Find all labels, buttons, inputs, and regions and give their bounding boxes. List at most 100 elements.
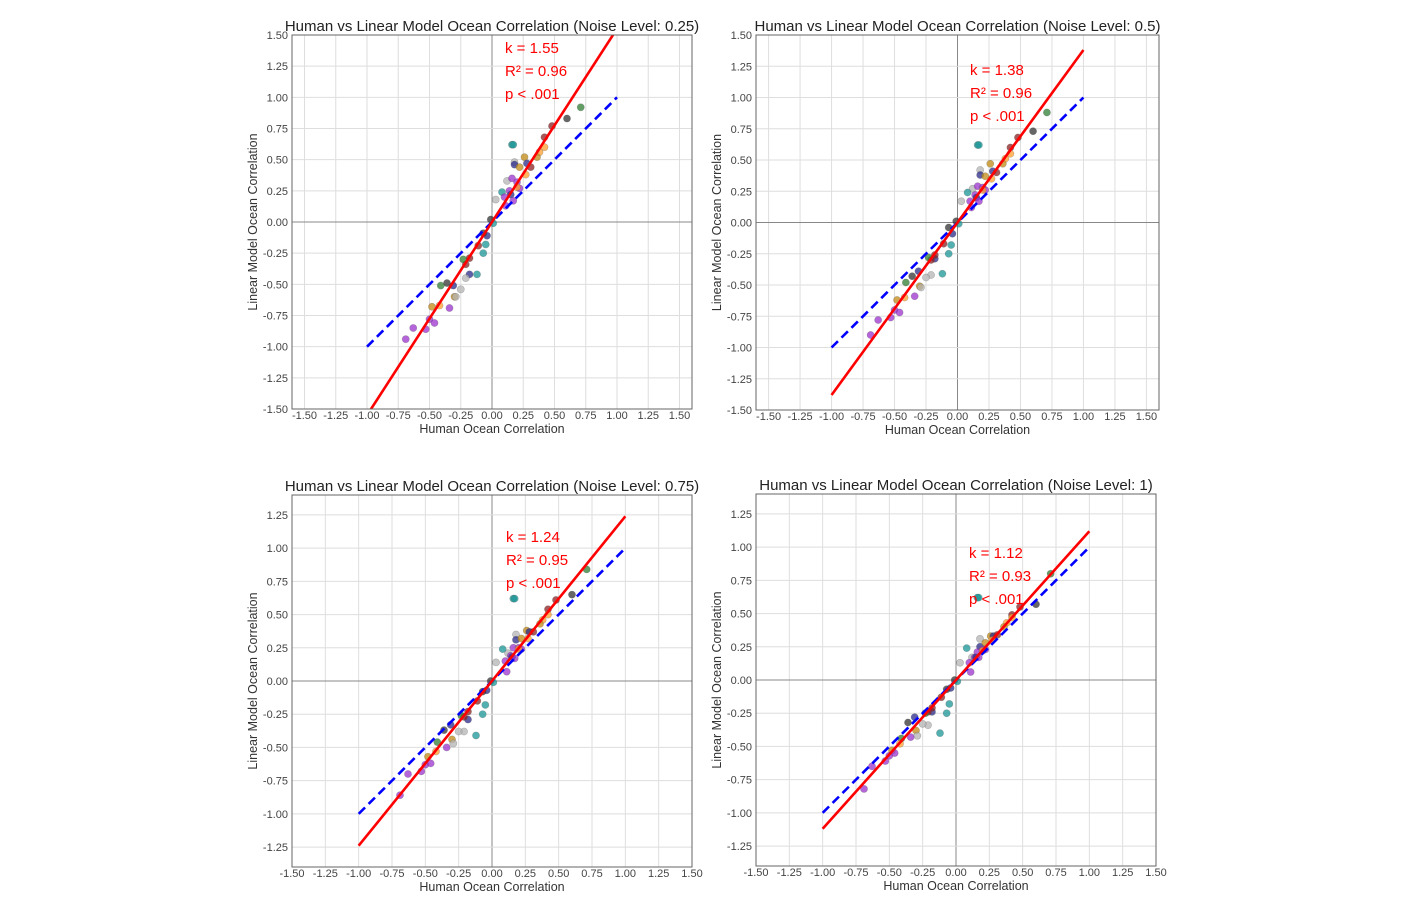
y-tick-label: 0.25 <box>731 186 752 198</box>
y-tick-label: 0.75 <box>731 124 752 136</box>
subplot-title: Human vs Linear Model Ocean Correlation … <box>285 18 699 35</box>
y-tick-label: 0.25 <box>267 643 288 655</box>
subplot-title: Human vs Linear Model Ocean Correlation … <box>759 477 1153 494</box>
x-tick-label: -0.25 <box>448 410 473 422</box>
data-point <box>443 279 451 287</box>
y-tick-label: 0.75 <box>267 124 288 136</box>
subplot-2: -1.50 -1.25 -1.00 -0.75 -0.50 -0.25 0.00 0.25 0.… <box>710 18 1161 437</box>
y-tick-label: 0.75 <box>267 576 288 588</box>
data-point <box>942 709 951 718</box>
y-tick-label: -1.00 <box>727 808 752 820</box>
y-tick-label: -1.50 <box>263 404 288 416</box>
data-point <box>860 785 868 793</box>
data-point <box>510 594 519 603</box>
x-tick-label: 0.75 <box>1041 411 1062 423</box>
subplot-title: Human vs Linear Model Ocean Correlation … <box>285 478 699 495</box>
x-tick-label: 0.50 <box>1012 867 1033 879</box>
y-tick-label: 1.50 <box>731 30 752 42</box>
x-tick-label: 0.75 <box>581 868 602 880</box>
subplot-3: -1.50 -1.25 -1.00 -0.75 -0.50 -0.25 0.00 0.25 0.… <box>246 478 703 894</box>
x-tick-label: -1.25 <box>788 411 813 423</box>
y-tick-label: 0.50 <box>731 609 752 621</box>
x-axis-label: Human Ocean Correlation <box>883 879 1028 893</box>
data-point <box>938 269 947 278</box>
x-tick-label: -1.00 <box>346 868 371 880</box>
data-point <box>456 285 465 294</box>
data-point <box>963 188 972 197</box>
data-point <box>481 701 490 709</box>
y-tick-label: 1.25 <box>731 509 752 521</box>
x-tick-label: -1.50 <box>292 410 317 422</box>
data-point <box>508 174 516 183</box>
stat-annotation: p < .001 <box>969 591 1024 608</box>
data-point <box>966 668 975 676</box>
data-point <box>976 634 984 643</box>
axes-frame <box>291 34 693 410</box>
fit-line <box>357 515 627 847</box>
x-tick-label: 1.25 <box>648 868 669 880</box>
data-point <box>913 731 922 740</box>
y-tick-label: 0.50 <box>267 610 288 622</box>
y-tick-label: 0.25 <box>267 186 288 198</box>
y-tick-label: -0.25 <box>727 708 752 720</box>
x-tick-label: 1.25 <box>1104 411 1125 423</box>
stat-annotation: k = 1.12 <box>969 545 1023 562</box>
y-tick-label: -0.25 <box>263 709 288 721</box>
x-tick-label: 0.25 <box>513 410 534 422</box>
x-axis-label: Human Ocean Correlation <box>419 880 564 894</box>
data-point <box>563 114 571 123</box>
data-point <box>1029 127 1037 136</box>
stat-annotation: R² = 0.96 <box>505 63 567 80</box>
y-tick-label: 1.50 <box>267 30 288 42</box>
data-point <box>442 743 451 752</box>
data-point <box>492 658 500 667</box>
y-tick-label: -0.50 <box>263 742 288 754</box>
data-point <box>945 700 954 708</box>
data-point <box>445 304 454 312</box>
x-tick-label: -1.00 <box>810 867 835 879</box>
x-tick-label: -0.25 <box>910 867 935 879</box>
data-point <box>428 302 436 311</box>
x-tick-label: -1.25 <box>313 868 338 880</box>
subplot-title: Human vs Linear Model Ocean Correlation … <box>754 18 1160 35</box>
y-tick-label: 0.50 <box>731 155 752 167</box>
x-tick-label: 0.50 <box>1010 411 1031 423</box>
identity-line <box>830 96 1085 349</box>
subplot-1: -1.50 -1.25 -1.00 -0.75 -0.50 -0.25 0.00 0.25 0.… <box>246 18 699 436</box>
data-point <box>479 249 488 258</box>
data-point <box>498 645 507 654</box>
x-tick-label: 0.00 <box>481 410 502 422</box>
stat-annotation: p < .001 <box>970 108 1025 125</box>
x-tick-label: -0.75 <box>379 868 404 880</box>
stat-annotation: p < .001 <box>505 86 560 103</box>
x-tick-label: 0.50 <box>548 868 569 880</box>
x-tick-label: 1.50 <box>1136 411 1157 423</box>
y-tick-label: -1.00 <box>263 809 288 821</box>
data-point <box>957 197 966 206</box>
y-tick-label: 0.25 <box>731 642 752 654</box>
y-tick-label: -0.50 <box>263 279 288 291</box>
x-tick-label: 1.50 <box>1145 867 1166 879</box>
x-tick-label: -0.75 <box>851 411 876 423</box>
data-point <box>473 270 481 279</box>
y-tick-label: 0.50 <box>267 155 288 167</box>
data-point <box>981 172 990 181</box>
data-point <box>449 739 458 748</box>
data-point <box>502 667 511 676</box>
y-tick-label: -1.25 <box>727 841 752 853</box>
data-point <box>1043 108 1051 117</box>
x-tick-label: 0.00 <box>481 868 502 880</box>
y-tick-label: 0.00 <box>731 218 752 230</box>
y-axis-label: Linear Model Ocean Correlation <box>246 133 260 310</box>
y-tick-label: -0.25 <box>727 249 752 261</box>
x-tick-label: -1.50 <box>279 868 304 880</box>
y-tick-label: -0.75 <box>727 311 752 323</box>
axes-frame <box>291 494 693 868</box>
stat-annotation: k = 1.24 <box>506 529 560 546</box>
x-tick-label: -0.75 <box>386 410 411 422</box>
data-point <box>874 316 883 324</box>
x-tick-label: -1.00 <box>354 410 379 422</box>
x-tick-label: 0.75 <box>575 410 596 422</box>
x-tick-label: -1.50 <box>756 411 781 423</box>
